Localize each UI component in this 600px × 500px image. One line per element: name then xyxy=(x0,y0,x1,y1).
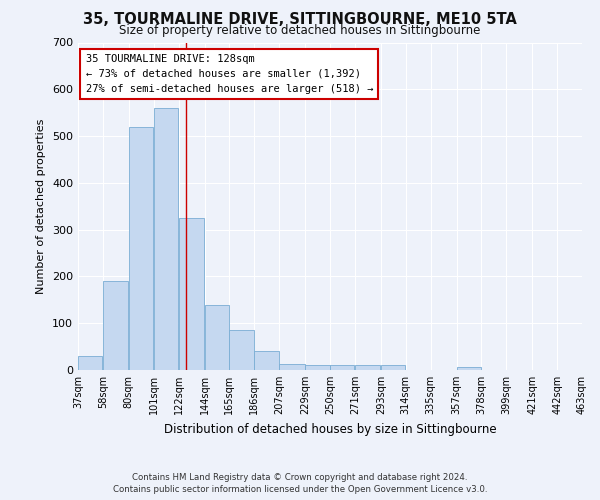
Bar xyxy=(229,330,254,370)
Text: 35, TOURMALINE DRIVE, SITTINGBOURNE, ME10 5TA: 35, TOURMALINE DRIVE, SITTINGBOURNE, ME1… xyxy=(83,12,517,28)
Text: 35 TOURMALINE DRIVE: 128sqm
← 73% of detached houses are smaller (1,392)
27% of : 35 TOURMALINE DRIVE: 128sqm ← 73% of det… xyxy=(86,54,373,94)
Bar xyxy=(129,126,153,370)
Bar xyxy=(179,218,204,370)
Bar xyxy=(279,364,305,370)
Text: Size of property relative to detached houses in Sittingbourne: Size of property relative to detached ho… xyxy=(119,24,481,37)
Bar xyxy=(154,108,178,370)
Bar xyxy=(254,352,278,370)
Text: Contains HM Land Registry data © Crown copyright and database right 2024.
Contai: Contains HM Land Registry data © Crown c… xyxy=(113,472,487,494)
Bar xyxy=(330,366,355,370)
Y-axis label: Number of detached properties: Number of detached properties xyxy=(37,118,46,294)
Bar xyxy=(205,304,229,370)
Bar xyxy=(305,366,329,370)
Bar xyxy=(457,367,481,370)
Bar xyxy=(78,356,103,370)
Bar xyxy=(381,366,405,370)
Bar xyxy=(103,281,128,370)
X-axis label: Distribution of detached houses by size in Sittingbourne: Distribution of detached houses by size … xyxy=(164,422,496,436)
Bar xyxy=(355,366,380,370)
